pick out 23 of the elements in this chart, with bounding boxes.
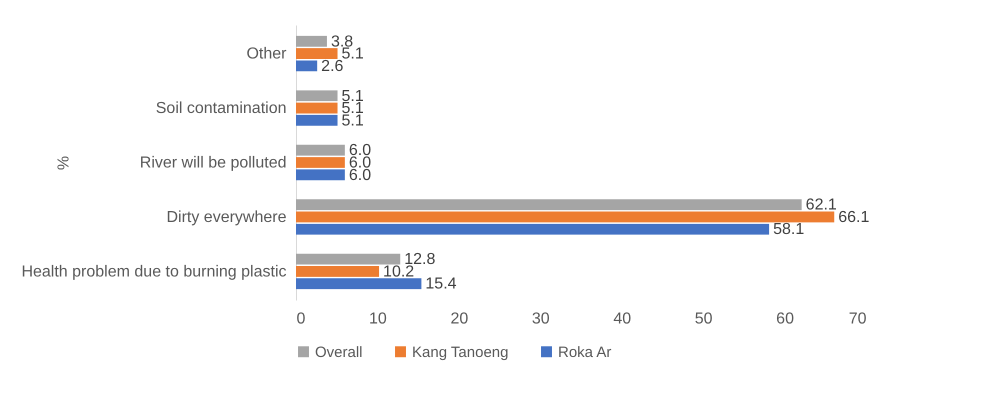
x-tick-label: 60 [776,310,794,328]
x-tick-label: 70 [848,310,867,328]
x-tick-label: 10 [369,310,387,328]
x-tick-label: 0 [296,310,306,328]
data-label: 2.6 [321,58,344,75]
y-tick-label: River will be polluted [140,154,286,172]
data-label: 66.1 [838,208,870,226]
legend-label: Overall [315,344,363,361]
legend-label: Kang Tanoeng [412,344,508,361]
legend-label: Roka Ar [558,344,612,361]
y-tick-label: Dirty everywhere [166,208,287,226]
y-axis-title: % [56,156,72,170]
data-label: 62.1 [806,196,837,214]
data-label: 15.4 [425,276,457,293]
x-tick-label: 20 [450,310,468,328]
data-label: 6.0 [348,166,372,184]
y-tick-label: Other [246,46,288,63]
x-tick-label: 50 [694,310,713,328]
x-tick-label: 30 [532,310,550,328]
data-label: 58.1 [773,221,804,238]
y-tick-label: Soil contamination [156,100,286,118]
x-tick-label: 40 [613,310,632,328]
y-tick-label: Health problem due to burning plastic [21,263,286,280]
